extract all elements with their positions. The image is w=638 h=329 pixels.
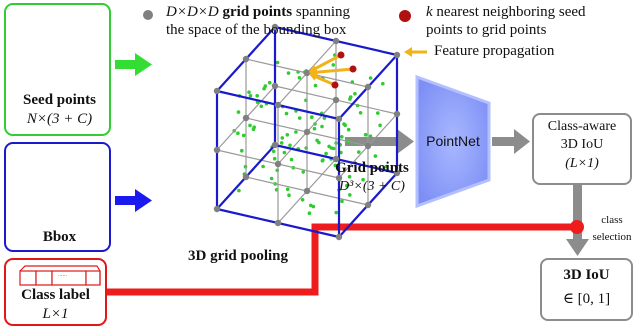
classaware-to-iou-arrow (566, 185, 589, 256)
selection-junction (570, 220, 584, 234)
class-selection-line2: selection (592, 231, 632, 243)
feature-propagation-legend-icon (404, 47, 427, 57)
grid-points-legend-dims: D×D×D (166, 4, 219, 20)
class-aware-iou-box (532, 113, 632, 185)
iou-output-title: 3D IoU (563, 267, 610, 283)
knn-legend-line2: points to grid points (426, 22, 547, 38)
iou-output-box (540, 258, 633, 321)
class-aware-line1: Class-aware (547, 119, 617, 134)
grid-points-legend-rest: spanning (295, 4, 351, 20)
grid-points-formula: D³×(3 + C) (339, 179, 405, 194)
class-selection-line1: class (601, 214, 623, 226)
bbox-to-grid-arrow (115, 189, 152, 212)
pointnet-to-classaware-arrow (492, 129, 530, 154)
knn-legend-k: k (426, 4, 433, 20)
seed-points-formula: N×(3 + C) (26, 111, 93, 127)
class-label-title: Class label (21, 287, 90, 303)
class-aware-line2: 3D IoU (560, 137, 604, 152)
grid-points-legend: D×D×D grid points spanning the space of … (166, 3, 350, 39)
class-label-drawing (19, 265, 101, 286)
pointnet-label: PointNet (426, 133, 480, 149)
seed-to-grid-arrow (115, 53, 152, 76)
grid-pooling-caption: 3D grid pooling (188, 248, 289, 264)
grid-points-legend-line2: the space of the bounding box (166, 22, 347, 38)
seed-points-box (4, 3, 111, 136)
class-label-box (4, 258, 107, 326)
gray-dot-legend-icon (143, 10, 153, 20)
knn-legend: k nearest neighboring seed points to gri… (426, 3, 586, 39)
knn-legend-line1: nearest neighboring seed (436, 4, 586, 20)
red-dot-legend-icon (399, 10, 411, 22)
bbox-label: Bbox (42, 229, 77, 245)
pointnet-block (415, 74, 491, 209)
bbox-box (4, 142, 111, 252)
iou-output-range: ∈ [0, 1] (562, 291, 611, 307)
feature-propagation-legend: Feature propagation (434, 43, 555, 59)
grid-cube-drawing (213, 23, 401, 241)
grid-points-legend-bold: grid points (222, 4, 293, 20)
seed-points-label: Seed points (23, 92, 96, 108)
grid-points-label: Grid points (335, 160, 409, 176)
class-label-dots: ...... (58, 272, 67, 278)
class-aware-line3: (L×1) (565, 156, 599, 171)
class-label-formula: L×1 (42, 306, 69, 322)
class-selection-label: class selection (586, 212, 638, 246)
class-label-line (107, 223, 577, 296)
grid-to-pointnet-arrow (345, 129, 414, 154)
